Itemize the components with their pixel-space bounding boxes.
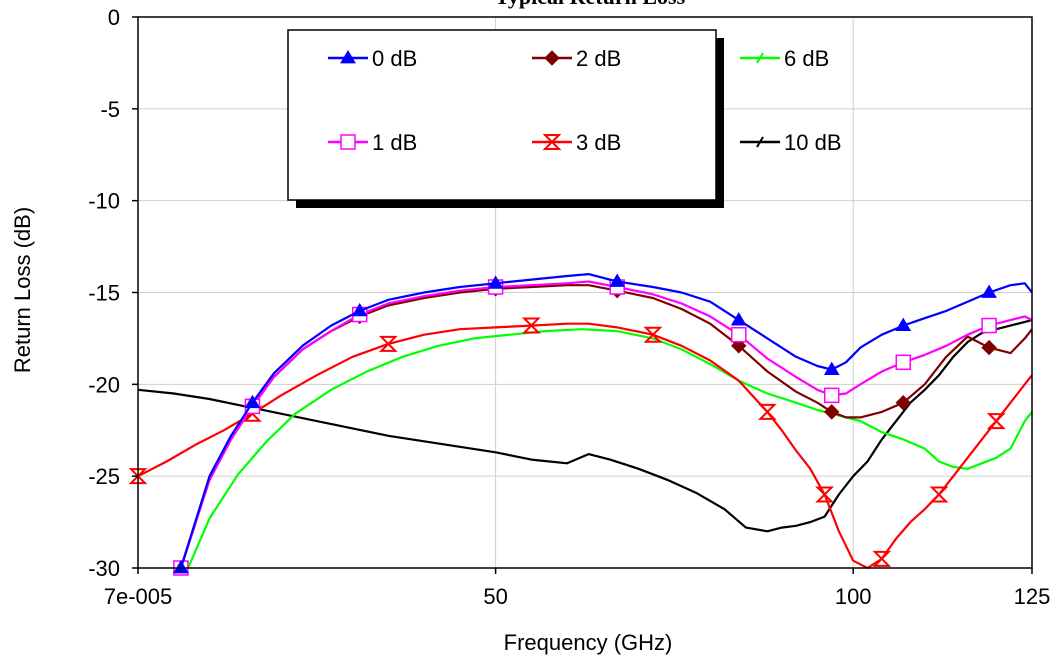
point-marker — [929, 486, 949, 503]
point-marker — [823, 361, 840, 376]
point-marker — [521, 317, 541, 334]
legend-box — [287, 29, 717, 201]
point-marker — [981, 284, 997, 298]
point-marker — [173, 560, 189, 574]
point-marker — [815, 486, 835, 503]
point-marker — [757, 403, 777, 420]
y-tick-label: -5 — [100, 97, 120, 122]
x-axis-label: Frequency (GHz) — [504, 630, 673, 655]
legend-label: 0 dB — [372, 46, 417, 71]
point-marker — [244, 394, 261, 409]
legend-item: 3 dB — [532, 130, 621, 155]
series-layer — [128, 273, 1033, 576]
point-marker — [351, 302, 368, 317]
point-marker — [872, 550, 892, 567]
legend-marker — [340, 134, 356, 150]
legend-item: 1 dB — [328, 130, 417, 155]
legend: 0 dB 2 dB 6 dB 1 dB 3 dB 10 dB — [287, 29, 842, 208]
point-marker — [823, 387, 840, 404]
y-axis-ticks: 0 -5 -10 -15 -20 -25 -30 — [88, 5, 138, 581]
series-line-0-db — [179, 273, 1033, 569]
point-marker — [895, 354, 912, 371]
legend-label: 1 dB — [372, 130, 417, 155]
series-0-db — [173, 273, 1033, 574]
point-marker — [981, 339, 997, 356]
legend-marker — [753, 136, 767, 148]
series-3-db — [128, 317, 1033, 570]
point-marker — [895, 317, 912, 331]
x-tick-label: 50 — [483, 584, 507, 609]
point-marker — [730, 312, 747, 326]
chart-title: Typical Return Loss — [495, 0, 686, 9]
legend-label: 10 dB — [784, 130, 842, 155]
legend-item: 6 dB — [740, 46, 829, 71]
x-axis-ticks: 7e-005 50 100 125 — [104, 568, 1051, 609]
y-tick-label: -10 — [88, 189, 120, 214]
y-tick-label: 0 — [108, 5, 120, 30]
point-marker — [981, 317, 997, 334]
y-tick-label: -30 — [88, 556, 120, 581]
point-marker — [731, 326, 747, 343]
y-tick-label: -25 — [88, 464, 120, 489]
legend-label: 6 dB — [784, 46, 829, 71]
legend-marker — [544, 50, 560, 66]
legend-marker — [340, 50, 356, 64]
x-tick-label: 100 — [835, 584, 872, 609]
x-tick-label: 7e-005 — [104, 584, 173, 609]
y-axis-label: Return Loss (dB) — [10, 207, 35, 373]
legend-marker — [542, 134, 562, 150]
legend-label: 3 dB — [576, 130, 621, 155]
point-marker — [609, 273, 626, 287]
y-tick-label: -15 — [88, 281, 120, 306]
point-marker — [487, 275, 504, 289]
legend-marker — [753, 52, 767, 64]
legend-item: 10 dB — [740, 130, 842, 155]
x-tick-label: 125 — [1014, 584, 1051, 609]
point-marker — [643, 326, 663, 343]
series-line-1-db — [179, 280, 1033, 569]
legend-item: 2 dB — [532, 46, 621, 71]
y-tick-label: -20 — [88, 372, 120, 397]
legend-item: 0 dB — [328, 46, 417, 71]
series-line-3-db — [137, 322, 1033, 570]
point-marker — [824, 404, 840, 420]
series-line-10-db — [137, 319, 1033, 533]
series-10-db — [137, 319, 1033, 533]
point-marker — [895, 394, 911, 411]
point-marker — [986, 413, 1006, 430]
point-marker — [378, 335, 398, 352]
legend-label: 2 dB — [576, 46, 621, 71]
point-marker — [128, 468, 148, 485]
